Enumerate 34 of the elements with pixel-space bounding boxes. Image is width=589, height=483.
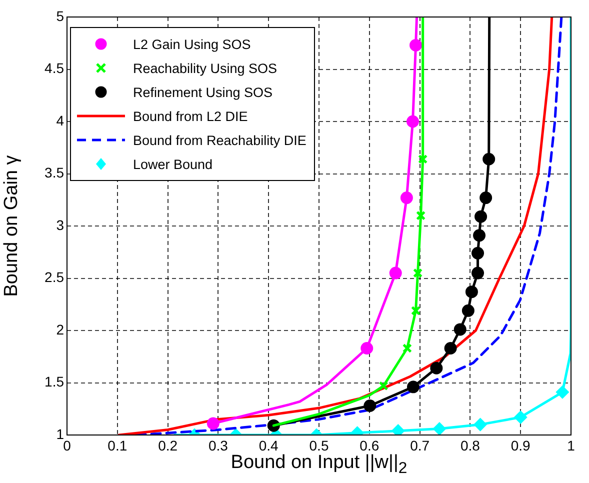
legend-label: Lower Bound: [133, 156, 213, 172]
x-tick-label: 0.8: [460, 437, 480, 454]
point: [418, 154, 428, 164]
x-tick-label: 0.4: [258, 437, 279, 454]
legend-label: Reachability Using SOS: [133, 60, 278, 76]
point: [410, 306, 421, 316]
x-tick-label: 1: [567, 437, 576, 454]
point: [378, 381, 388, 391]
legend-label: Bound from L2 DIE: [133, 108, 248, 124]
x-tick-label: 0.7: [410, 437, 430, 454]
y-tick-label: 1.5: [44, 374, 64, 390]
x-tick-label: 0.1: [108, 437, 128, 454]
x-tick-label: 0: [63, 437, 72, 454]
y-tick-label: 2.5: [44, 269, 64, 286]
x-tick-label: 0.5: [309, 437, 329, 454]
y-tick-label: 4: [56, 112, 64, 128]
y-tick-label: 4.5: [44, 60, 64, 76]
y-tick-label: 3.5: [44, 164, 64, 181]
x-tick-label: 0.9: [510, 437, 531, 454]
y-tick-label: 5: [56, 8, 64, 24]
point: [413, 268, 423, 278]
y-tick-label: 1: [56, 426, 64, 442]
point: [402, 343, 412, 354]
y-axis-title: Bound on Gain γ: [1, 155, 23, 297]
x-axis-title: Bound on Input ||w||$_{2}$: [230, 452, 408, 478]
x-tick-label: 0.2: [158, 437, 178, 454]
x-tick-label: 0.6: [360, 437, 380, 454]
legend-label: L2 Gain Using SOS: [133, 36, 251, 52]
point: [416, 210, 426, 220]
y-tick-label: 3: [56, 216, 64, 233]
x-tick-label: 0.3: [208, 437, 228, 454]
legend-label: Bound from Reachability DIE: [133, 132, 306, 148]
y-tick-label: 2: [56, 321, 64, 338]
legend-label: Refinement Using SOS: [133, 84, 273, 100]
